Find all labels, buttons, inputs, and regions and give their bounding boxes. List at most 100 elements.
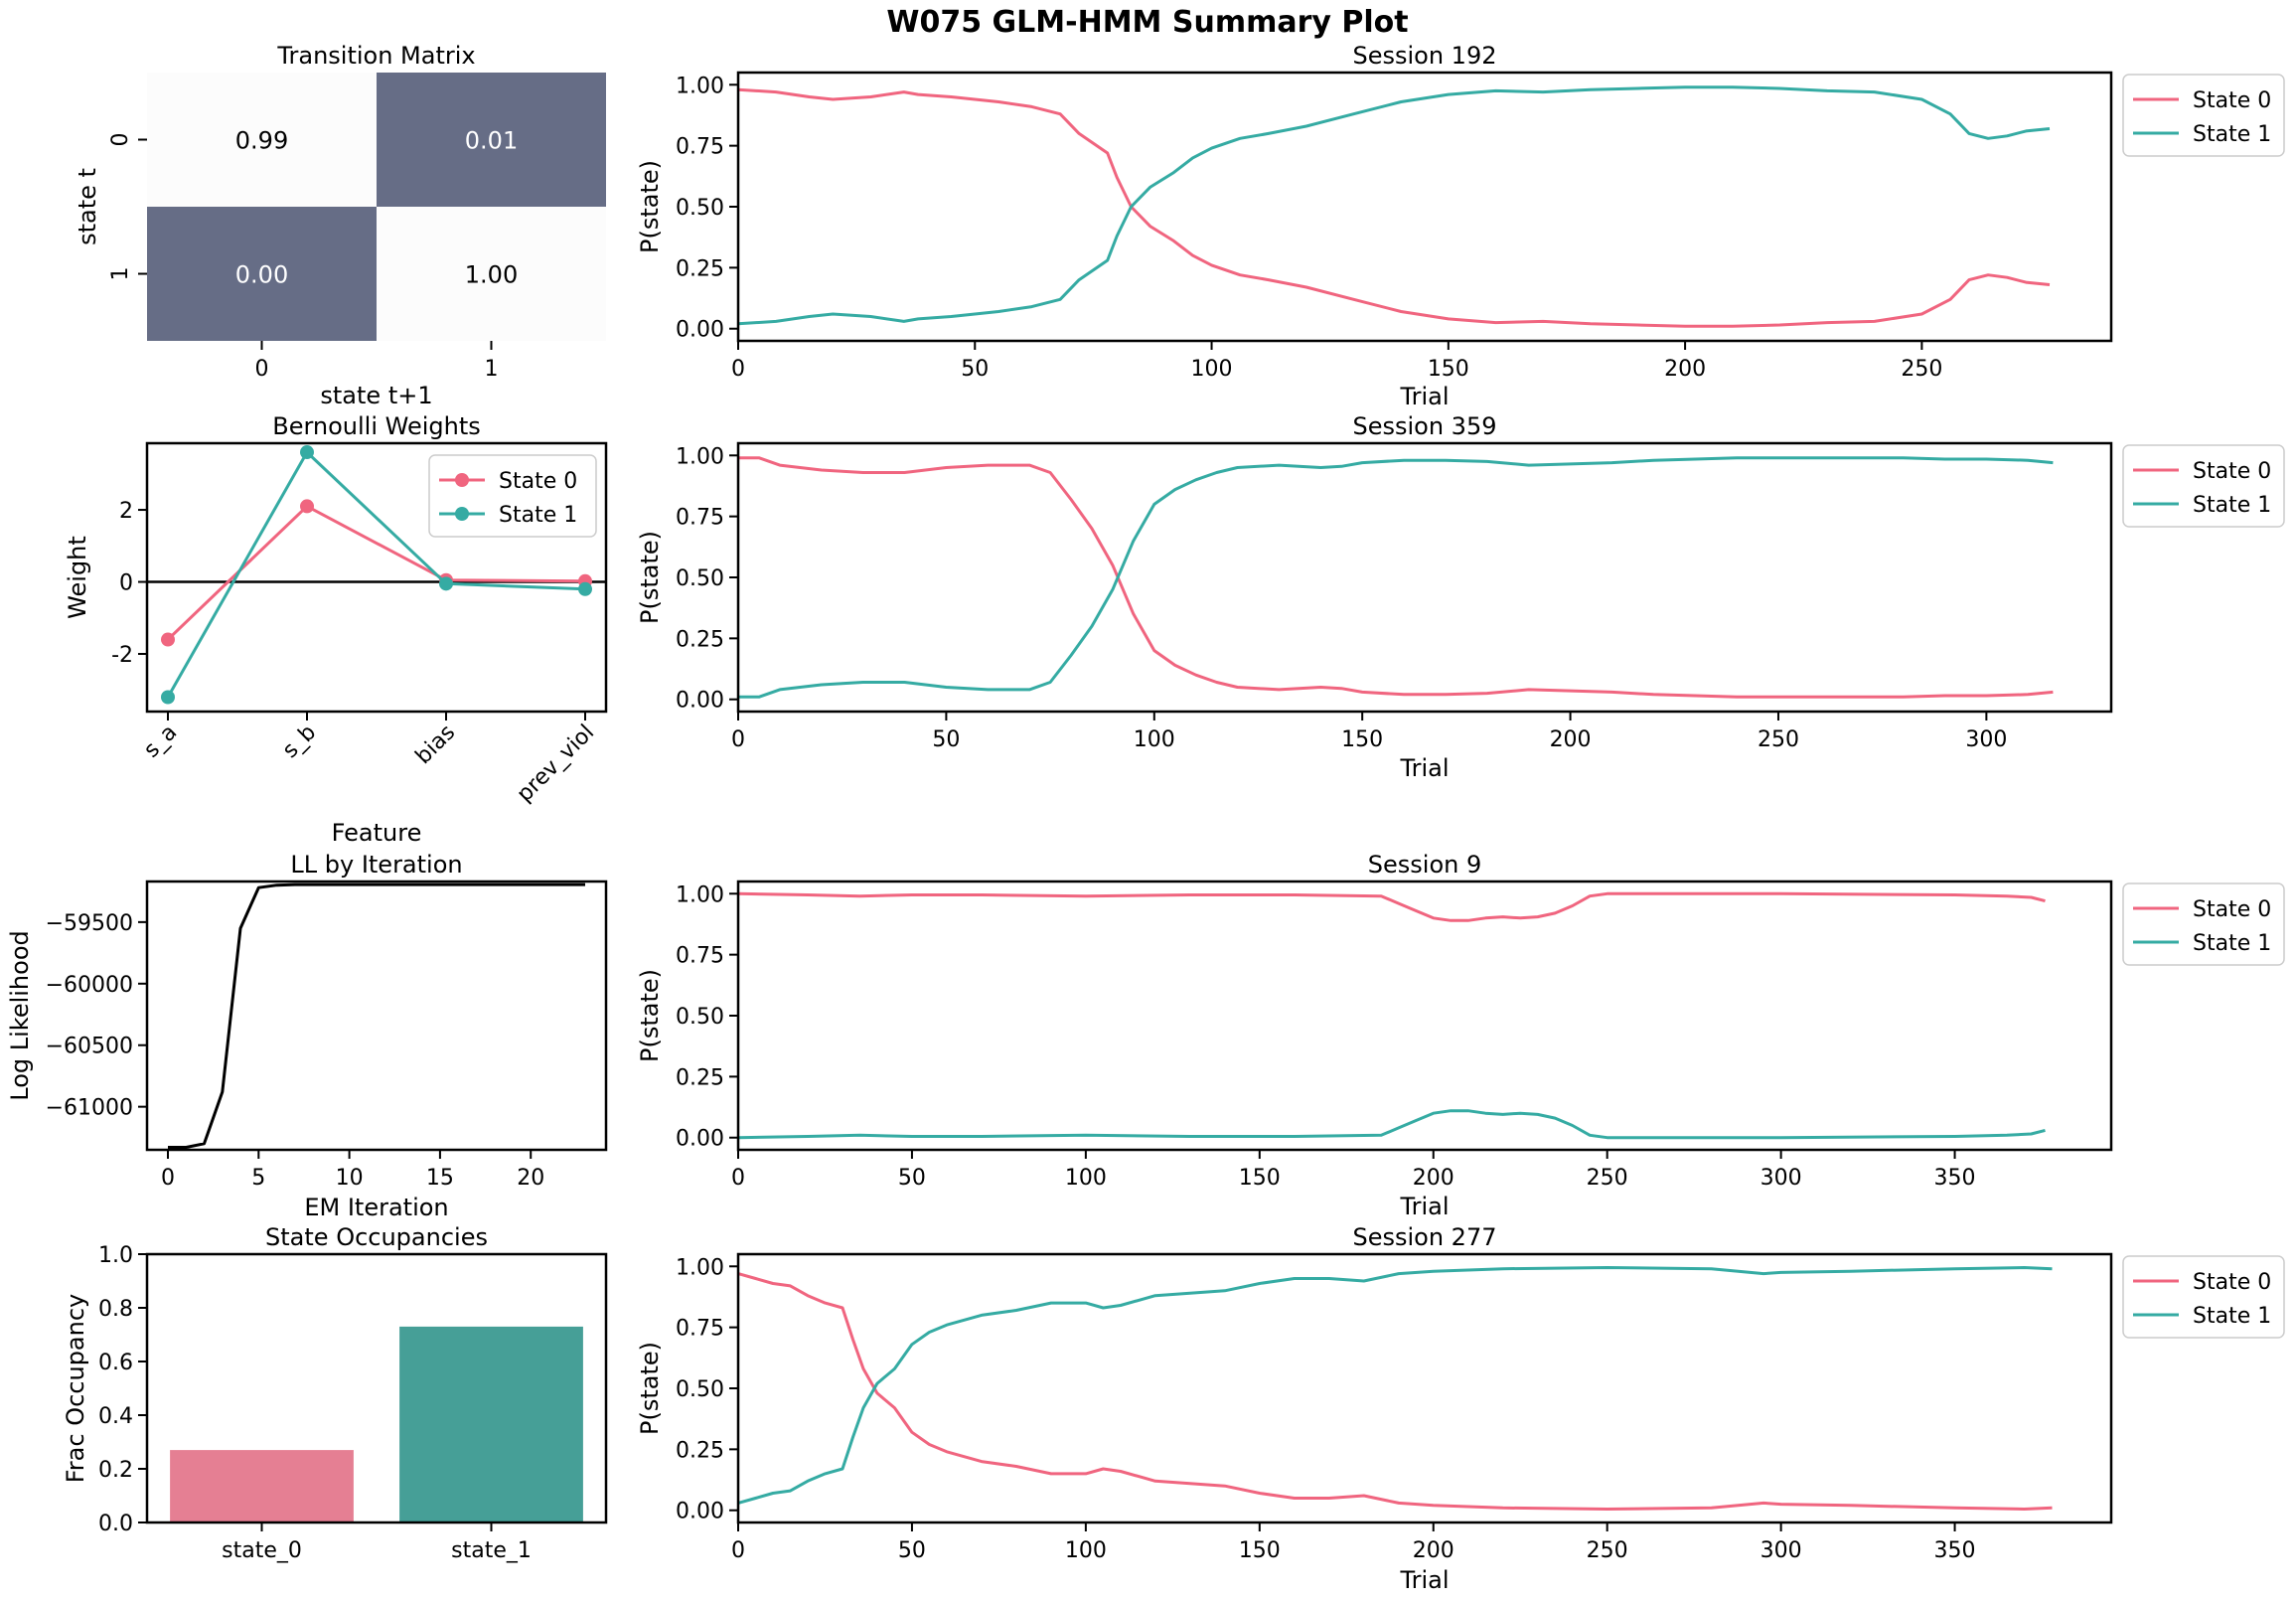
- x-tick-label: 100: [1134, 727, 1175, 752]
- legend-box: [428, 454, 597, 538]
- y-tick-label: 2: [119, 499, 133, 524]
- heatmap-cell-label: 0.01: [465, 127, 518, 155]
- y-tick-label: 0.75: [676, 135, 724, 160]
- y-axis-label: P(state): [636, 969, 664, 1062]
- weight-series-line: [166, 450, 586, 699]
- heatmap-cell: [377, 73, 606, 207]
- transition-matrix-panel: Transition Matrix 0.99 0.01 0.00 1.00 0 1 0 1 sta…: [74, 42, 606, 409]
- axes-frame: [145, 880, 608, 1152]
- y-tick-label: −59500: [46, 911, 133, 936]
- state-probability-line: [737, 1272, 2053, 1511]
- x-tick-label: 150: [1239, 1538, 1281, 1563]
- legend-label: State 1: [2193, 931, 2271, 956]
- y-axis-label: P(state): [636, 1342, 664, 1435]
- y-tick-label: 0.00: [676, 1500, 724, 1524]
- session-panel-s192: Session 192 0.00 0.25 0.50 0.75 1.00 0 50 100 150…: [636, 42, 2285, 410]
- weights-panel: Bernoulli Weights -2 0 2 s_a s_b bias prev_viol…: [64, 412, 608, 847]
- legend-box: [2122, 74, 2285, 157]
- state-probability-line: [738, 456, 2054, 699]
- axes-frame: [736, 880, 2113, 1152]
- y-axis-label: Log Likelihood: [6, 930, 34, 1101]
- legend-label: State 0: [2193, 459, 2271, 484]
- x-tick-label: 0: [731, 727, 745, 752]
- axes-frame: [145, 1252, 608, 1524]
- x-tick-label: 50: [932, 727, 960, 752]
- axes-frame: [736, 1252, 2113, 1524]
- chart-panels: Transition Matrix 0.99 0.01 0.00 1.00 0 10 1 sta…: [6, 42, 2285, 1594]
- y-tick-label: 0.25: [676, 627, 724, 652]
- legend-marker: [455, 507, 469, 521]
- session-panel-s9: Session 9 0.00 0.25 0.50 0.75 1.00 0 50 100 150 20…: [636, 851, 2285, 1220]
- y-tick-label: 0.2: [98, 1458, 133, 1483]
- x-tick-label: 0: [731, 357, 745, 382]
- y-tick-label: 0.25: [676, 1065, 724, 1090]
- heatmap-cell: [147, 73, 377, 207]
- state-probability-line: [738, 456, 2054, 699]
- weight-point: [161, 690, 175, 705]
- x-tick-label: 10: [336, 1166, 364, 1191]
- y-tick-label: 0.50: [676, 196, 724, 221]
- x-tick-label: prev_viol: [513, 720, 600, 808]
- y-tick-label: 1.00: [676, 444, 724, 469]
- state-probability-line: [737, 85, 2051, 326]
- legend-label: State 0: [2193, 1270, 2271, 1295]
- y-axis-label: Weight: [64, 536, 91, 619]
- x-tick-label: 50: [898, 1166, 926, 1191]
- x-axis-label: state t+1: [320, 382, 432, 409]
- weight-point: [578, 581, 592, 596]
- x-tick-label: 350: [1934, 1166, 1976, 1191]
- axes-frame: [736, 71, 2113, 343]
- y-axis-label: P(state): [636, 531, 664, 624]
- legend-label: State 0: [499, 469, 577, 494]
- y-tick-label: 1.00: [676, 74, 724, 98]
- legend-label: State 1: [499, 503, 577, 528]
- x-tick-label: 50: [898, 1538, 926, 1563]
- legend-marker: [455, 473, 469, 487]
- y-tick-label: −61000: [46, 1096, 133, 1121]
- x-tick-label: 0: [731, 1538, 745, 1563]
- state-probability-line: [737, 87, 2051, 328]
- state-probability-line: [737, 1266, 2053, 1505]
- x-tick-label: 250: [1587, 1166, 1628, 1191]
- heatmap-cell: [147, 207, 377, 341]
- x-tick-label: 50: [961, 357, 989, 382]
- x-tick-label: 250: [1587, 1538, 1628, 1563]
- x-tick-label: 0: [731, 1166, 745, 1191]
- y-tick-label: 0.00: [676, 689, 724, 714]
- y-tick-label: 0.50: [676, 566, 724, 591]
- x-tick-label: 250: [1901, 357, 1942, 382]
- panel-title: Session 9: [1368, 851, 1481, 879]
- x-tick-label: 5: [251, 1166, 265, 1191]
- legend-box: [2122, 882, 2285, 966]
- x-tick-label: 300: [1760, 1538, 1802, 1563]
- x-tick-label: state_0: [222, 1538, 302, 1563]
- legend-label: State 1: [2193, 122, 2271, 147]
- y-tick-label: 0.8: [98, 1297, 133, 1322]
- y-axis-label: state t: [74, 168, 101, 245]
- y-tick-label: 0.75: [676, 944, 724, 969]
- x-tick-label: 100: [1065, 1538, 1107, 1563]
- heatmap-cell-label: 0.99: [235, 127, 288, 155]
- y-tick-label: 1: [108, 267, 133, 281]
- axes-frame: [145, 441, 608, 714]
- panel-title: Transition Matrix: [276, 42, 475, 70]
- x-tick-label: 150: [1341, 727, 1383, 752]
- y-tick-label: 0.6: [98, 1351, 133, 1375]
- y-tick-label: 0.00: [676, 1127, 724, 1152]
- y-tick-label: 0.4: [98, 1404, 133, 1429]
- panel-title: State Occupancies: [265, 1223, 488, 1251]
- session-panel-s359: Session 359 0.00 0.25 0.50 0.75 1.00 0 50 100 150…: [636, 412, 2285, 782]
- heatmap-cell-label: 0.00: [235, 261, 288, 289]
- ll-panel: LL by Iteration −61000 −60500 −60000 −59500 0…: [6, 851, 608, 1221]
- x-tick-label: 350: [1934, 1538, 1976, 1563]
- y-tick-label: 1.00: [676, 1255, 724, 1280]
- x-tick-label: 300: [1760, 1166, 1802, 1191]
- weight-point: [161, 632, 175, 647]
- legend-box: [2122, 444, 2285, 528]
- heatmap-cell-label: 1.00: [465, 261, 518, 289]
- x-tick-label: 150: [1428, 357, 1469, 382]
- panel-title: Session 277: [1352, 1223, 1496, 1251]
- state-probability-line: [737, 1109, 2046, 1140]
- x-tick-label: 100: [1065, 1166, 1107, 1191]
- panel-title: Session 192: [1352, 42, 1496, 70]
